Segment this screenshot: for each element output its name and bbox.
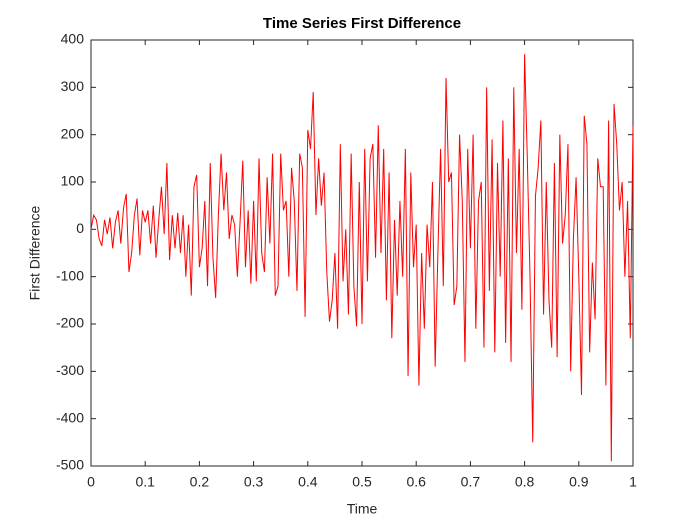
y-axis-label: First Difference [27,205,43,300]
x-tick-label: 0.4 [298,474,318,490]
x-tick-label: 0.1 [135,474,155,490]
x-tick-label: 0.8 [515,474,535,490]
plot-frame [90,39,634,467]
y-tick-label: 0 [76,220,84,236]
x-tick-label: 0.9 [569,474,589,490]
y-tick-label: -500 [56,457,84,473]
x-tick-label: 0.5 [352,474,372,490]
data-line [90,54,634,462]
y-tick-label: -200 [56,315,84,331]
chart-title: Time Series First Difference [263,15,461,32]
y-tick-label: 400 [61,31,85,47]
y-tick-label: -100 [56,267,84,283]
y-tick-label: -300 [56,362,84,378]
x-tick-label: 0.7 [461,474,481,490]
x-tick-label: 1 [629,474,637,490]
x-tick-label: 0.6 [406,474,426,490]
y-tick-label: 100 [61,173,85,189]
y-tick-label: 300 [61,78,85,94]
x-tick-label: 0 [87,474,95,490]
x-axis-label: Time [347,501,378,517]
x-tick-label: 0.3 [244,474,264,490]
x-tick-label: 0.2 [190,474,210,490]
y-tick-label: -400 [56,409,84,425]
y-tick-label: 200 [61,125,85,141]
